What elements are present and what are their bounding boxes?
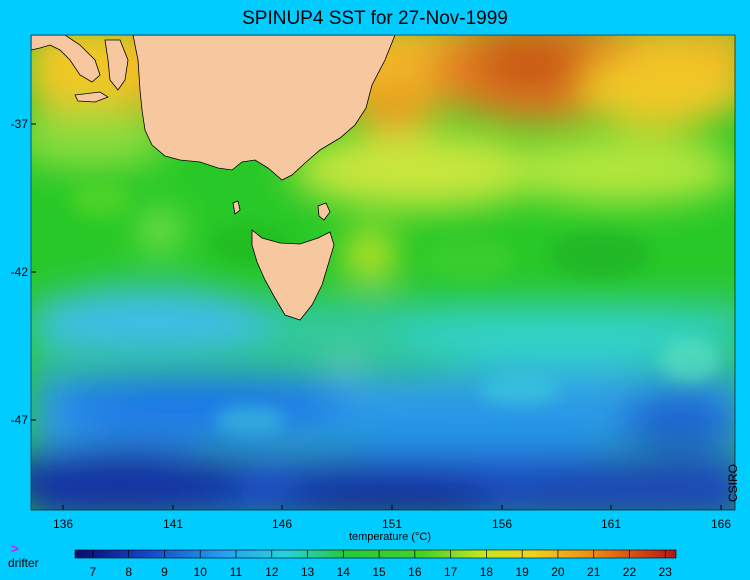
lat-label: -37: [10, 117, 28, 131]
drifter-legend-label: drifter: [8, 556, 39, 570]
colorbar-tick-label: 15: [372, 565, 386, 579]
colorbar-gradient: [74, 549, 677, 559]
colorbar-tick-label: 10: [193, 565, 207, 579]
tasmania: [251, 229, 335, 321]
lon-ticks: [62, 505, 722, 510]
lat-label: -47: [10, 413, 28, 427]
kangaroo-island: [74, 91, 109, 103]
colorbar-tick-label: 13: [300, 565, 315, 579]
map-title: SPINUP4 SST for 27-Nov-1999: [242, 8, 508, 29]
credit-label: CSIRO: [726, 463, 740, 502]
lat-ticks: [31, 123, 36, 421]
colorbar-tick-label: 17: [443, 565, 458, 579]
colorbar-ticks: [92, 550, 666, 558]
lon-label: 156: [491, 517, 513, 531]
colorbar-tick-label: 21: [587, 565, 601, 579]
drifter-legend-icon: >: [11, 541, 19, 556]
colorbar: [74, 549, 677, 559]
lon-label: 161: [600, 517, 622, 531]
yorke-peninsula: [104, 39, 129, 91]
lon-label: 166: [710, 517, 732, 531]
colorbar-tick-label: 22: [622, 565, 637, 579]
eyre-peninsula: [31, 35, 101, 83]
lon-label: 141: [162, 517, 184, 531]
lat-label: -42: [10, 265, 28, 279]
lon-label: 136: [52, 517, 74, 531]
colorbar-title: temperature (°C): [348, 531, 432, 543]
colorbar-tick-label: 12: [265, 565, 279, 579]
lon-label: 146: [271, 517, 293, 531]
mainland-australia: [132, 35, 396, 181]
lon-label: 151: [381, 517, 403, 531]
colorbar-tick-label: 16: [408, 565, 422, 579]
sst-field: [31, 35, 735, 510]
colorbar-tick-label: 8: [125, 565, 132, 579]
king-island: [232, 200, 241, 215]
colorbar-tick-label: 11: [229, 565, 243, 579]
colorbar-tick-label: 9: [161, 565, 168, 579]
colorbar-tick-label: 20: [551, 565, 565, 579]
colorbar-tick-label: 18: [479, 565, 494, 579]
flinders-island: [317, 202, 331, 221]
land: [31, 35, 396, 321]
colorbar-tick-label: 19: [515, 565, 529, 579]
colorbar-tick-label: 14: [336, 565, 350, 579]
colorbar-tick-label: 23: [658, 565, 672, 579]
colorbar-tick-label: 7: [89, 565, 97, 579]
